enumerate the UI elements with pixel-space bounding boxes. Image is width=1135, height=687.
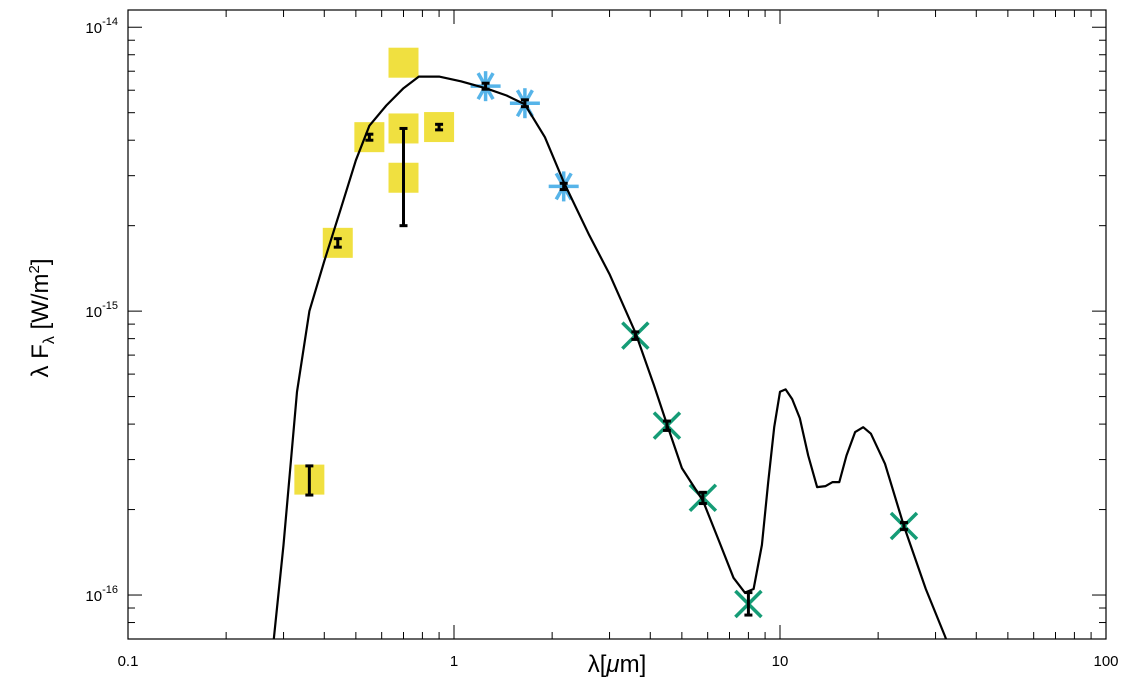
error-bar — [305, 464, 314, 497]
model-sed-curve — [272, 75, 948, 639]
y-tick-base: 10 — [85, 304, 102, 321]
error-bar — [744, 591, 753, 617]
error-bar — [698, 490, 707, 506]
x-title-mu: μ — [605, 651, 619, 678]
x-tick-label: 100 — [1093, 653, 1118, 670]
y-tick-exponent: -16 — [102, 584, 118, 596]
data-point-square — [388, 47, 419, 78]
error-bar — [899, 521, 908, 532]
error-bar — [481, 81, 490, 91]
y-axis-title-group: λ Fλ [W/m2] — [26, 259, 58, 378]
y-tick-exponent: -14 — [102, 16, 118, 28]
error-bar — [520, 98, 529, 109]
x-title-part: m] — [620, 651, 647, 678]
y-title-part: λ F — [27, 344, 54, 377]
y-tick-label: 10-14 — [85, 16, 118, 37]
error-bar — [333, 237, 342, 249]
y-axis-title: λ Fλ [W/m2] — [26, 259, 58, 378]
y-tick-exponent: -15 — [102, 300, 118, 312]
error-bar — [435, 122, 444, 132]
error-bar — [365, 132, 374, 142]
y-tick-base: 10 — [85, 588, 102, 605]
x-tick-label: 1 — [450, 653, 458, 670]
axes — [127, 10, 1106, 640]
y-title-part: [W/m — [27, 274, 54, 337]
model-layer — [272, 75, 948, 639]
plot-frame — [127, 9, 1107, 640]
error-bar — [631, 330, 640, 341]
data-layer — [294, 47, 919, 619]
x-tick-label: 0.1 — [118, 653, 139, 670]
y-tick-label: 10-15 — [85, 300, 118, 321]
y-title-superscript: 2 — [26, 265, 43, 273]
y-tick-label: 10-16 — [85, 584, 118, 605]
errorbar-layer — [305, 81, 908, 617]
x-tick-label: 10 — [772, 653, 789, 670]
y-title-part: ] — [27, 259, 54, 266]
error-bar — [559, 181, 568, 192]
x-axis-title: λ[μm] — [588, 651, 647, 678]
error-bar — [399, 126, 408, 228]
y-tick-base: 10 — [85, 20, 102, 37]
error-bar — [662, 419, 671, 432]
y-title-subscript: λ — [41, 336, 58, 344]
x-title-part: λ[ — [588, 651, 607, 678]
